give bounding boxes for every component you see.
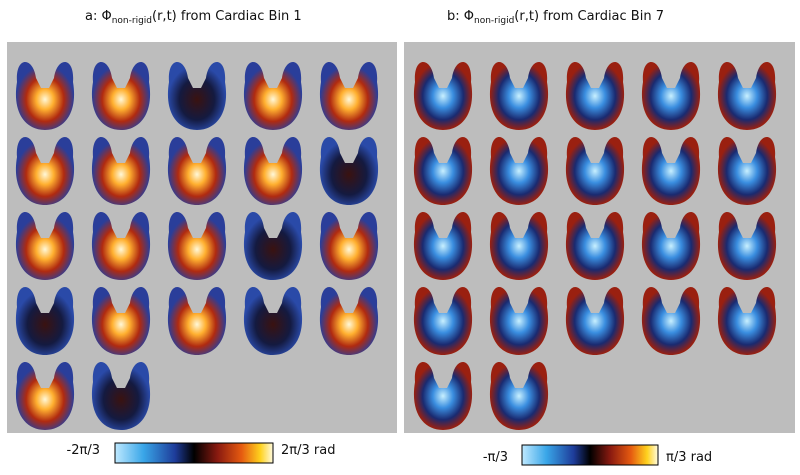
- phase-map: [243, 211, 303, 280]
- colorbar: [114, 442, 274, 464]
- phase-map: [91, 211, 151, 280]
- phase-map: [641, 211, 701, 280]
- panel-title: b: Φnon-rigid(r,t) from Cardiac Bin 7: [447, 9, 664, 26]
- phase-map: [319, 286, 379, 355]
- phase-map: [91, 286, 151, 355]
- phase-map: [413, 361, 473, 430]
- colorbar-min: -2π/3: [67, 443, 100, 458]
- phase-map: [641, 61, 701, 130]
- phase-map: [413, 286, 473, 355]
- phase-map: [319, 211, 379, 280]
- phase-map: [641, 286, 701, 355]
- phase-map: [717, 136, 777, 205]
- phase-map: [489, 211, 549, 280]
- phase-map: [15, 61, 75, 130]
- phase-map: [717, 211, 777, 280]
- phase-map: [641, 136, 701, 205]
- phase-map: [15, 361, 75, 430]
- phase-map: [91, 61, 151, 130]
- phase-map: [243, 136, 303, 205]
- phase-map: [15, 136, 75, 205]
- colorbar-max: π/3 rad: [666, 450, 712, 465]
- phase-map: [167, 286, 227, 355]
- phase-map: [167, 136, 227, 205]
- phase-map: [243, 286, 303, 355]
- phase-map: [413, 211, 473, 280]
- panel-title: a: Φnon-rigid(r,t) from Cardiac Bin 1: [85, 9, 302, 26]
- phase-map: [565, 136, 625, 205]
- colorbar-max: 2π/3 rad: [281, 443, 335, 458]
- phase-map: [489, 286, 549, 355]
- phase-map: [413, 136, 473, 205]
- phase-map: [565, 211, 625, 280]
- phase-map: [91, 136, 151, 205]
- phase-map: [91, 361, 151, 430]
- colorbar: [521, 444, 659, 466]
- phase-map: [319, 136, 379, 205]
- phase-map: [167, 211, 227, 280]
- phase-map: [565, 286, 625, 355]
- phase-map: [243, 61, 303, 130]
- phase-map: [167, 61, 227, 130]
- phase-map: [717, 286, 777, 355]
- phase-map: [413, 61, 473, 130]
- colorbar-min: -π/3: [483, 450, 508, 465]
- phase-map: [15, 211, 75, 280]
- phase-map: [489, 361, 549, 430]
- phase-maps: [15, 61, 777, 430]
- phase-map: [565, 61, 625, 130]
- phase-map: [15, 286, 75, 355]
- phase-map: [489, 61, 549, 130]
- phase-map: [489, 136, 549, 205]
- phase-map: [319, 61, 379, 130]
- phase-map: [717, 61, 777, 130]
